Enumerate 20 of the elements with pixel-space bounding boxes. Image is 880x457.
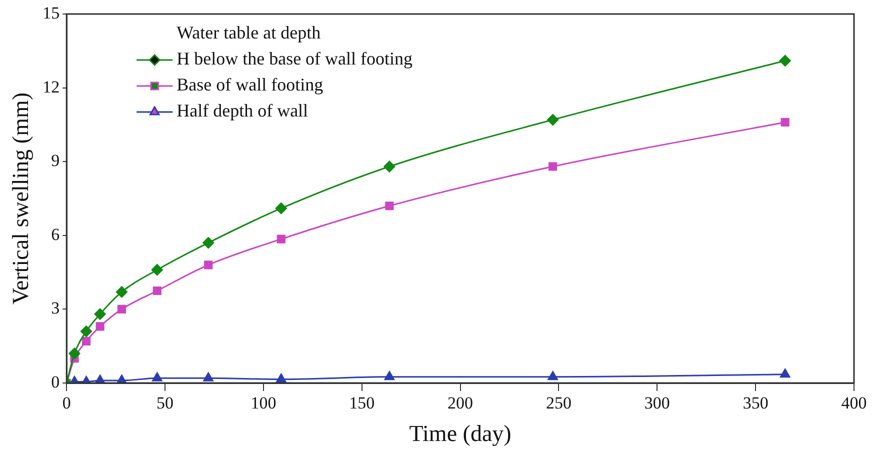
x-tick-label: 100 <box>250 394 276 413</box>
x-tick-label: 200 <box>448 394 474 413</box>
y-tick-label: 12 <box>42 77 60 96</box>
x-tick-label: 400 <box>841 394 867 413</box>
y-axis-title: Vertical swelling (mm) <box>8 92 33 305</box>
legend-title: Water table at depth <box>176 22 321 43</box>
x-tick-label: 350 <box>742 394 768 413</box>
legend-label: Base of wall footing <box>176 74 324 95</box>
x-tick-label: 150 <box>349 394 375 413</box>
y-tick-label: 15 <box>42 3 60 22</box>
legend-label: Half depth of wall <box>176 100 308 121</box>
y-tick-label: 9 <box>51 151 60 170</box>
x-tick-label: 250 <box>546 394 572 413</box>
x-tick-label: 50 <box>156 394 174 413</box>
y-tick-label: 0 <box>51 372 60 392</box>
legend-label: H below the base of wall footing <box>176 48 413 69</box>
y-tick-label: 6 <box>51 224 60 244</box>
x-axis-title: Time (day) <box>409 421 512 446</box>
y-tick-label: 3 <box>51 298 60 318</box>
x-tick-label: 300 <box>644 394 670 413</box>
